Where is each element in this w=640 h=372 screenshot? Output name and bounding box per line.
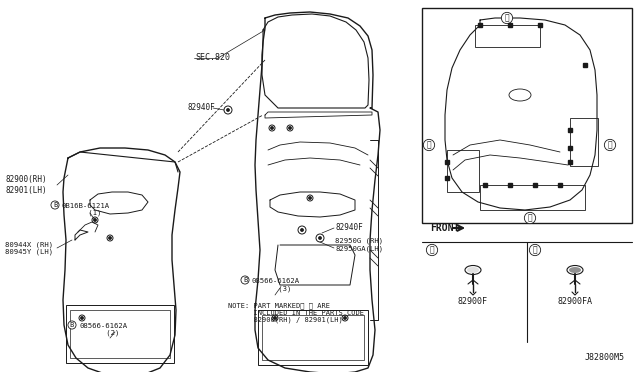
Ellipse shape bbox=[467, 267, 479, 273]
Bar bbox=[570, 118, 598, 166]
Text: B: B bbox=[53, 202, 57, 208]
Bar bbox=[558, 183, 562, 187]
Bar bbox=[445, 176, 449, 180]
Text: ⓐ: ⓐ bbox=[429, 246, 435, 254]
Circle shape bbox=[301, 229, 303, 231]
Ellipse shape bbox=[569, 267, 581, 273]
Text: SEC.820: SEC.820 bbox=[195, 54, 230, 62]
Circle shape bbox=[289, 127, 291, 129]
Text: B: B bbox=[243, 277, 247, 283]
Text: 08566-6162A
      (2): 08566-6162A (2) bbox=[80, 323, 128, 337]
Text: NOTE: PART MARKEDⓐ ⓑ ARE
      INCLUDED IN THE PARTS CODE
      82900(RH) / 8290: NOTE: PART MARKEDⓐ ⓑ ARE INCLUDED IN THE… bbox=[228, 302, 364, 323]
Bar bbox=[475, 25, 540, 47]
Text: FRONT: FRONT bbox=[430, 223, 460, 233]
Bar bbox=[258, 310, 368, 365]
Circle shape bbox=[81, 317, 83, 319]
Text: ⓑ: ⓑ bbox=[427, 141, 431, 150]
Text: 82940F: 82940F bbox=[188, 103, 216, 112]
Text: 82900(RH)
82901(LH): 82900(RH) 82901(LH) bbox=[5, 175, 47, 195]
Bar bbox=[480, 185, 585, 210]
Text: 82900F: 82900F bbox=[458, 297, 488, 306]
Bar bbox=[538, 23, 542, 27]
Bar bbox=[508, 23, 512, 27]
Text: 08566-6162A
      (3): 08566-6162A (3) bbox=[252, 278, 300, 292]
Bar bbox=[447, 150, 479, 192]
Bar bbox=[483, 183, 487, 187]
Circle shape bbox=[309, 197, 311, 199]
Circle shape bbox=[109, 237, 111, 239]
Bar bbox=[70, 310, 170, 358]
Bar bbox=[422, 8, 632, 223]
Text: 82900FA: 82900FA bbox=[557, 297, 593, 306]
Circle shape bbox=[94, 219, 96, 221]
Bar bbox=[66, 305, 174, 363]
Text: 82950G (RH)
82950GA(LH): 82950G (RH) 82950GA(LH) bbox=[335, 238, 383, 252]
Bar bbox=[262, 315, 364, 360]
Text: ⓑ: ⓑ bbox=[528, 214, 532, 222]
Bar bbox=[568, 146, 572, 150]
Bar bbox=[478, 23, 482, 27]
Text: J82800M5: J82800M5 bbox=[585, 353, 625, 362]
Bar bbox=[445, 160, 449, 164]
Bar bbox=[568, 160, 572, 164]
Text: 80944X (RH)
80945Y (LH): 80944X (RH) 80945Y (LH) bbox=[5, 241, 53, 255]
Circle shape bbox=[227, 109, 229, 111]
Circle shape bbox=[319, 237, 321, 239]
Bar bbox=[568, 128, 572, 132]
Circle shape bbox=[274, 317, 276, 319]
Bar bbox=[508, 183, 512, 187]
Circle shape bbox=[271, 127, 273, 129]
Text: ⓑ: ⓑ bbox=[532, 246, 538, 254]
Text: ⓑ: ⓑ bbox=[608, 141, 612, 150]
Text: B: B bbox=[70, 322, 74, 328]
Text: ⓐ: ⓐ bbox=[505, 13, 509, 22]
Text: 0B16B-6121A
      (1): 0B16B-6121A (1) bbox=[62, 203, 110, 217]
Bar bbox=[583, 63, 587, 67]
Text: 82940F: 82940F bbox=[335, 224, 363, 232]
Bar bbox=[533, 183, 537, 187]
Circle shape bbox=[344, 317, 346, 319]
